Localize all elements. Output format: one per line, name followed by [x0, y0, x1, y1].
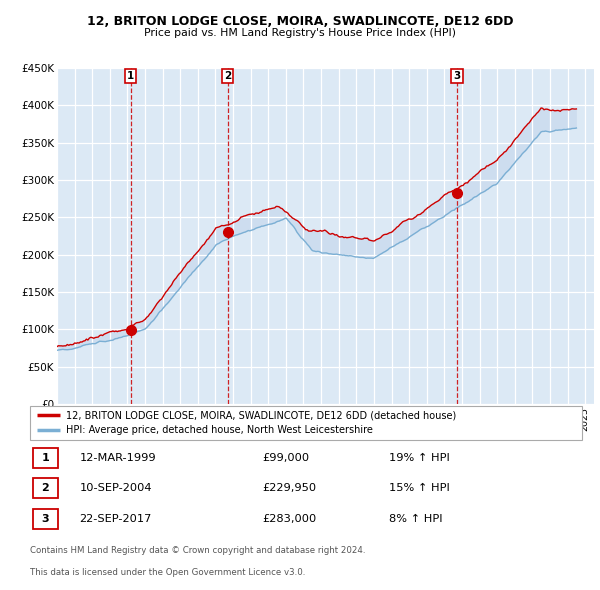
Text: Contains HM Land Registry data © Crown copyright and database right 2024.: Contains HM Land Registry data © Crown c… [30, 546, 365, 555]
Bar [57, 68, 131, 404]
Bar [457, 68, 594, 404]
Text: 12-MAR-1999: 12-MAR-1999 [80, 453, 157, 463]
Text: 15% ↑ HPI: 15% ↑ HPI [389, 483, 449, 493]
Bar [227, 68, 457, 404]
Text: HPI: Average price, detached house, North West Leicestershire: HPI: Average price, detached house, Nort… [66, 425, 373, 435]
Bar [131, 68, 227, 404]
Text: 1: 1 [41, 453, 49, 463]
Text: £283,000: £283,000 [262, 514, 316, 524]
Text: 12, BRITON LODGE CLOSE, MOIRA, SWADLINCOTE, DE12 6DD (detached house): 12, BRITON LODGE CLOSE, MOIRA, SWADLINCO… [66, 410, 456, 420]
Text: 2: 2 [224, 71, 231, 81]
Text: £229,950: £229,950 [262, 483, 316, 493]
Text: 8% ↑ HPI: 8% ↑ HPI [389, 514, 442, 524]
Text: This data is licensed under the Open Government Licence v3.0.: This data is licensed under the Open Gov… [30, 568, 305, 577]
Text: 22-SEP-2017: 22-SEP-2017 [80, 514, 152, 524]
Text: 3: 3 [41, 514, 49, 524]
Text: 1: 1 [127, 71, 134, 81]
Text: £99,000: £99,000 [262, 453, 309, 463]
Text: 3: 3 [454, 71, 461, 81]
Text: Price paid vs. HM Land Registry's House Price Index (HPI): Price paid vs. HM Land Registry's House … [144, 28, 456, 38]
Text: 2: 2 [41, 483, 49, 493]
Text: 12, BRITON LODGE CLOSE, MOIRA, SWADLINCOTE, DE12 6DD: 12, BRITON LODGE CLOSE, MOIRA, SWADLINCO… [87, 15, 513, 28]
FancyBboxPatch shape [33, 448, 58, 468]
FancyBboxPatch shape [33, 478, 58, 498]
Text: 19% ↑ HPI: 19% ↑ HPI [389, 453, 449, 463]
FancyBboxPatch shape [33, 509, 58, 529]
Text: 10-SEP-2004: 10-SEP-2004 [80, 483, 152, 493]
